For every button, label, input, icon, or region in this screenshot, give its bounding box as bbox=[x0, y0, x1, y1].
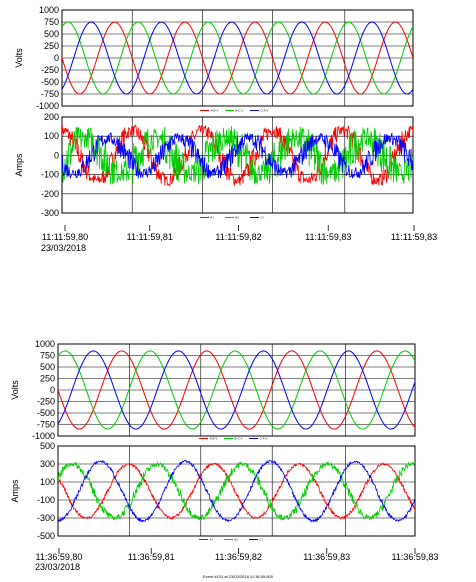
series-line-c-a-v bbox=[58, 350, 415, 430]
y-tick-label: 750 bbox=[40, 351, 55, 361]
chart-panel-1: 1000 750 500 250 0 -250 -500 -750 -1000 Volts A-B … bbox=[14, 5, 414, 113]
y-tick-label: 250 bbox=[40, 374, 55, 384]
y-tick-label: 300 bbox=[40, 459, 55, 469]
y-tick-label: 1000 bbox=[35, 339, 55, 349]
y-tick-label: -500 bbox=[41, 77, 59, 87]
legend-label: A-B V bbox=[211, 109, 219, 113]
series-line-a-i bbox=[58, 462, 415, 520]
series-group bbox=[58, 350, 415, 430]
y-tick-label: 750 bbox=[44, 17, 59, 27]
legend-label: A I bbox=[210, 538, 214, 542]
y-tick-label: -100 bbox=[37, 495, 55, 505]
series-group bbox=[62, 124, 413, 188]
y-axis-label: Volts bbox=[14, 48, 24, 68]
series-line-c-i bbox=[58, 459, 415, 523]
y-tick-label: -300 bbox=[37, 513, 55, 523]
y-tick-label: -100 bbox=[41, 170, 59, 180]
y-tick-label: 500 bbox=[44, 29, 59, 39]
series-line-b-i bbox=[58, 461, 415, 521]
legend-label: A-B V bbox=[210, 437, 218, 441]
y-tick-label: -300 bbox=[41, 208, 59, 218]
series-line-b-c-v bbox=[62, 21, 413, 95]
x-tick-label: 11:36:59,82 bbox=[215, 552, 262, 562]
y-tick-label: -750 bbox=[41, 89, 59, 99]
series-line-b-c-v bbox=[58, 350, 415, 430]
y-tick-label: 100 bbox=[44, 131, 59, 141]
legend-label: C I bbox=[261, 216, 265, 220]
date-label: 23/03/2018 bbox=[35, 562, 80, 572]
figure-caption: Event #101 at 23/03/2018 11:36:59,800 bbox=[203, 574, 274, 579]
y-tick-label: -500 bbox=[37, 408, 55, 418]
legend-label: A I bbox=[211, 216, 215, 220]
x-tick-label: 11:36:59,83 bbox=[303, 552, 350, 562]
legend-label: B I bbox=[236, 216, 240, 220]
series-line-c-a-v bbox=[62, 21, 413, 95]
series-group bbox=[62, 21, 413, 95]
series-line-c-i bbox=[62, 132, 413, 179]
legend-label: C I bbox=[260, 538, 264, 542]
x-tick-label: 11:36:59,81 bbox=[128, 552, 175, 562]
y-tick-label: -500 bbox=[37, 531, 55, 541]
series-line-a-b-v bbox=[62, 21, 413, 95]
x-tick-label: 11:11:59,83 bbox=[391, 232, 437, 242]
x-tick-label: 11:11:59,81 bbox=[127, 232, 173, 242]
legend-label: B-C V bbox=[235, 437, 243, 441]
plot-frame bbox=[57, 445, 416, 537]
y-tick-label: 500 bbox=[40, 441, 55, 451]
y-tick-label: 1000 bbox=[39, 5, 59, 15]
x-tick-label: 11:36:59,80 bbox=[36, 552, 83, 562]
y-tick-label: -750 bbox=[37, 420, 55, 430]
series-group bbox=[58, 459, 415, 523]
y-tick-label: -250 bbox=[41, 65, 59, 75]
chart-panel-2: 200 100 0 -100 -200 -300 Amps A I B I C I 11:11:59… bbox=[14, 112, 437, 253]
legend-label: B-C V bbox=[236, 109, 244, 113]
x-tick-label: 11:11:59,83 bbox=[305, 232, 351, 242]
y-tick-label: -1000 bbox=[36, 101, 59, 111]
date-label: 23/03/2018 bbox=[41, 243, 86, 253]
y-tick-label: -250 bbox=[37, 397, 55, 407]
y-tick-label: 200 bbox=[44, 112, 59, 122]
y-axis-label: Volts bbox=[10, 380, 20, 400]
y-tick-label: 0 bbox=[50, 385, 55, 395]
y-axis-label: Amps bbox=[10, 479, 20, 503]
chart-panel-4: 500 300 100 -100 -300 -500 Amps A I B I C I 11:36:… bbox=[10, 441, 438, 572]
series-line-a-b-v bbox=[58, 350, 415, 430]
x-tick-label: 11:11:59,82 bbox=[215, 232, 261, 242]
y-tick-label: 0 bbox=[54, 150, 59, 160]
y-axis-label: Amps bbox=[14, 153, 24, 177]
y-tick-label: 0 bbox=[54, 53, 59, 63]
y-tick-label: 500 bbox=[40, 362, 55, 372]
legend-label: B I bbox=[235, 538, 239, 542]
x-tick-label: 11:11:59,80 bbox=[42, 232, 88, 242]
legend-label: C-A V bbox=[261, 109, 269, 113]
legend-label: C-A V bbox=[260, 437, 268, 441]
y-tick-label: 250 bbox=[44, 41, 59, 51]
x-tick-label: 11:36:59,83 bbox=[392, 552, 439, 562]
y-tick-label: -1000 bbox=[32, 431, 55, 441]
y-tick-label: 100 bbox=[40, 477, 55, 487]
y-tick-label: -200 bbox=[41, 189, 59, 199]
